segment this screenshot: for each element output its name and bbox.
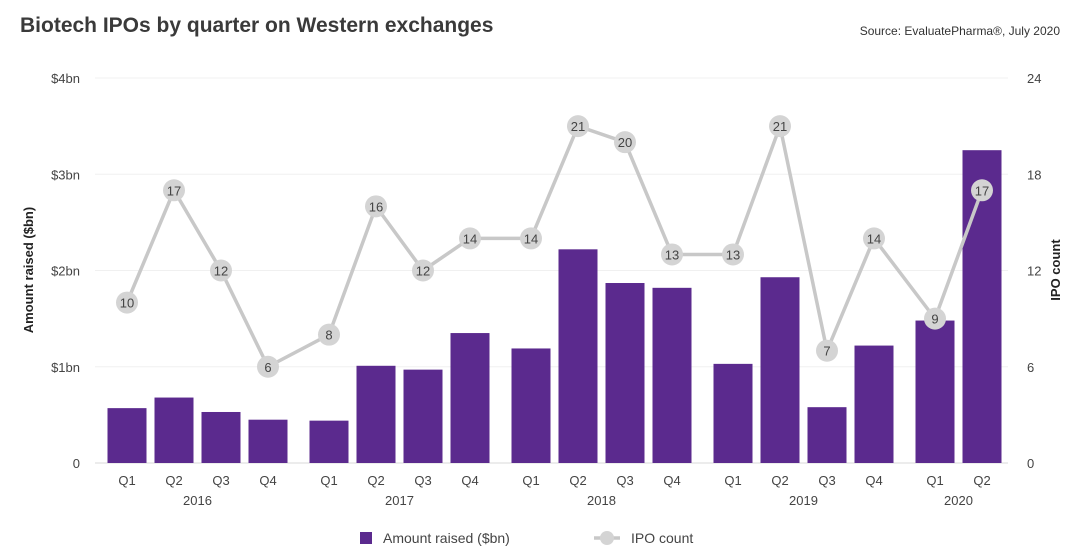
data-label-ipo-count: 8 [325,328,332,343]
bar-amount-raised [450,333,490,463]
x-tick-label: Q1 [118,473,135,488]
y2-tick-label: 24 [1027,71,1041,86]
x-tick-label: Q4 [865,473,882,488]
line-ipo-count [125,124,984,369]
bar-amount-raised [201,411,241,463]
legend-swatch-amount-raised [360,532,372,544]
point-ipo-count [257,355,279,378]
y2-tick-label: 0 [1027,456,1034,471]
point-ipo-count [116,291,138,314]
y2-axis-title: IPO count [1048,239,1063,301]
x-tick-label: Q2 [973,473,990,488]
data-label-ipo-count: 9 [931,312,938,327]
data-label-ipo-count: 13 [665,247,679,262]
data-label-ipo-count: 7 [823,344,830,359]
x-tick-label: Q2 [771,473,788,488]
data-label-ipo-count: 21 [571,119,585,134]
x-tick-label: Q2 [165,473,182,488]
data-label-ipo-count: 21 [773,119,787,134]
bar-amount-raised [403,369,443,463]
y2-tick-label: 6 [1027,360,1034,375]
point-ipo-count [163,179,185,202]
bar-amount-raised [807,407,847,463]
x-year-label: 2019 [789,493,818,508]
data-label-ipo-count: 12 [416,264,430,279]
data-label-ipo-count: 20 [618,135,632,150]
x-year-label: 2017 [385,493,414,508]
x-tick-label: Q1 [724,473,741,488]
data-label-ipo-count: 16 [369,199,383,214]
bar-amount-raised [309,420,349,463]
source-note: Source: EvaluatePharma®, July 2020 [859,24,1060,38]
x-year-label: 2018 [587,493,616,508]
x-tick-label: Q3 [818,473,835,488]
point-ipo-count [661,243,683,266]
legend-label-ipo-count: IPO count [631,530,693,546]
x-tick-label: Q4 [461,473,478,488]
y-axis-title: Amount raised ($bn) [21,207,36,333]
point-ipo-count [459,227,481,250]
point-ipo-count [924,307,946,330]
point-ipo-count [365,195,387,218]
bar-amount-raised [962,150,1002,463]
data-label-ipo-count: 10 [120,296,134,311]
x-tick-label: Q3 [616,473,633,488]
x-year-label: 2016 [183,493,212,508]
y-tick-label: $1bn [51,360,80,375]
x-tick-label: Q1 [320,473,337,488]
x-year-label: 2020 [944,493,973,508]
data-label-ipo-count: 17 [975,183,989,198]
point-ipo-count [769,115,791,138]
data-label-ipo-count: 14 [867,231,881,246]
y2-tick-label: 12 [1027,264,1041,279]
point-ipo-count [816,339,838,362]
point-ipo-count [722,243,744,266]
bar-amount-raised [154,397,194,463]
y-tick-label: 0 [73,456,80,471]
data-label-ipo-count: 6 [264,360,271,375]
data-label-ipo-count: 13 [726,247,740,262]
point-ipo-count [971,179,993,202]
bar-amount-raised [652,287,692,463]
x-tick-label: Q3 [414,473,431,488]
bar-amount-raised [605,283,645,463]
point-ipo-count [520,227,542,250]
x-tick-label: Q4 [663,473,680,488]
bar-amount-raised [760,277,800,463]
x-tick-label: Q2 [569,473,586,488]
y-tick-label: $2bn [51,264,80,279]
legend-swatch-point-ipo-count [600,531,614,545]
bar-amount-raised [248,419,288,463]
y-tick-label: $4bn [51,71,80,86]
data-label-ipo-count: 12 [214,264,228,279]
data-label-ipo-count: 17 [167,183,181,198]
point-ipo-count [567,115,589,138]
chart-title: Biotech IPOs by quarter on Western excha… [20,14,494,37]
point-ipo-count [210,259,232,282]
x-tick-label: Q4 [259,473,276,488]
x-tick-label: Q1 [926,473,943,488]
bar-amount-raised [713,363,753,463]
legend-label-amount-raised: Amount raised ($bn) [383,530,510,546]
x-tick-label: Q3 [212,473,229,488]
point-ipo-count [318,323,340,346]
point-ipo-count [614,131,636,154]
y-tick-label: $3bn [51,167,80,182]
data-label-ipo-count: 14 [463,231,477,246]
point-ipo-count [863,227,885,250]
bar-amount-raised [107,408,147,463]
bar-amount-raised [356,365,396,463]
data-label-ipo-count: 14 [524,231,538,246]
x-tick-label: Q1 [522,473,539,488]
bar-amount-raised [511,348,551,463]
bar-amount-raised [854,345,894,463]
x-tick-label: Q2 [367,473,384,488]
bar-amount-raised [915,320,955,463]
point-ipo-count [412,259,434,282]
y2-tick-label: 18 [1027,167,1041,182]
bar-amount-raised [558,249,598,463]
